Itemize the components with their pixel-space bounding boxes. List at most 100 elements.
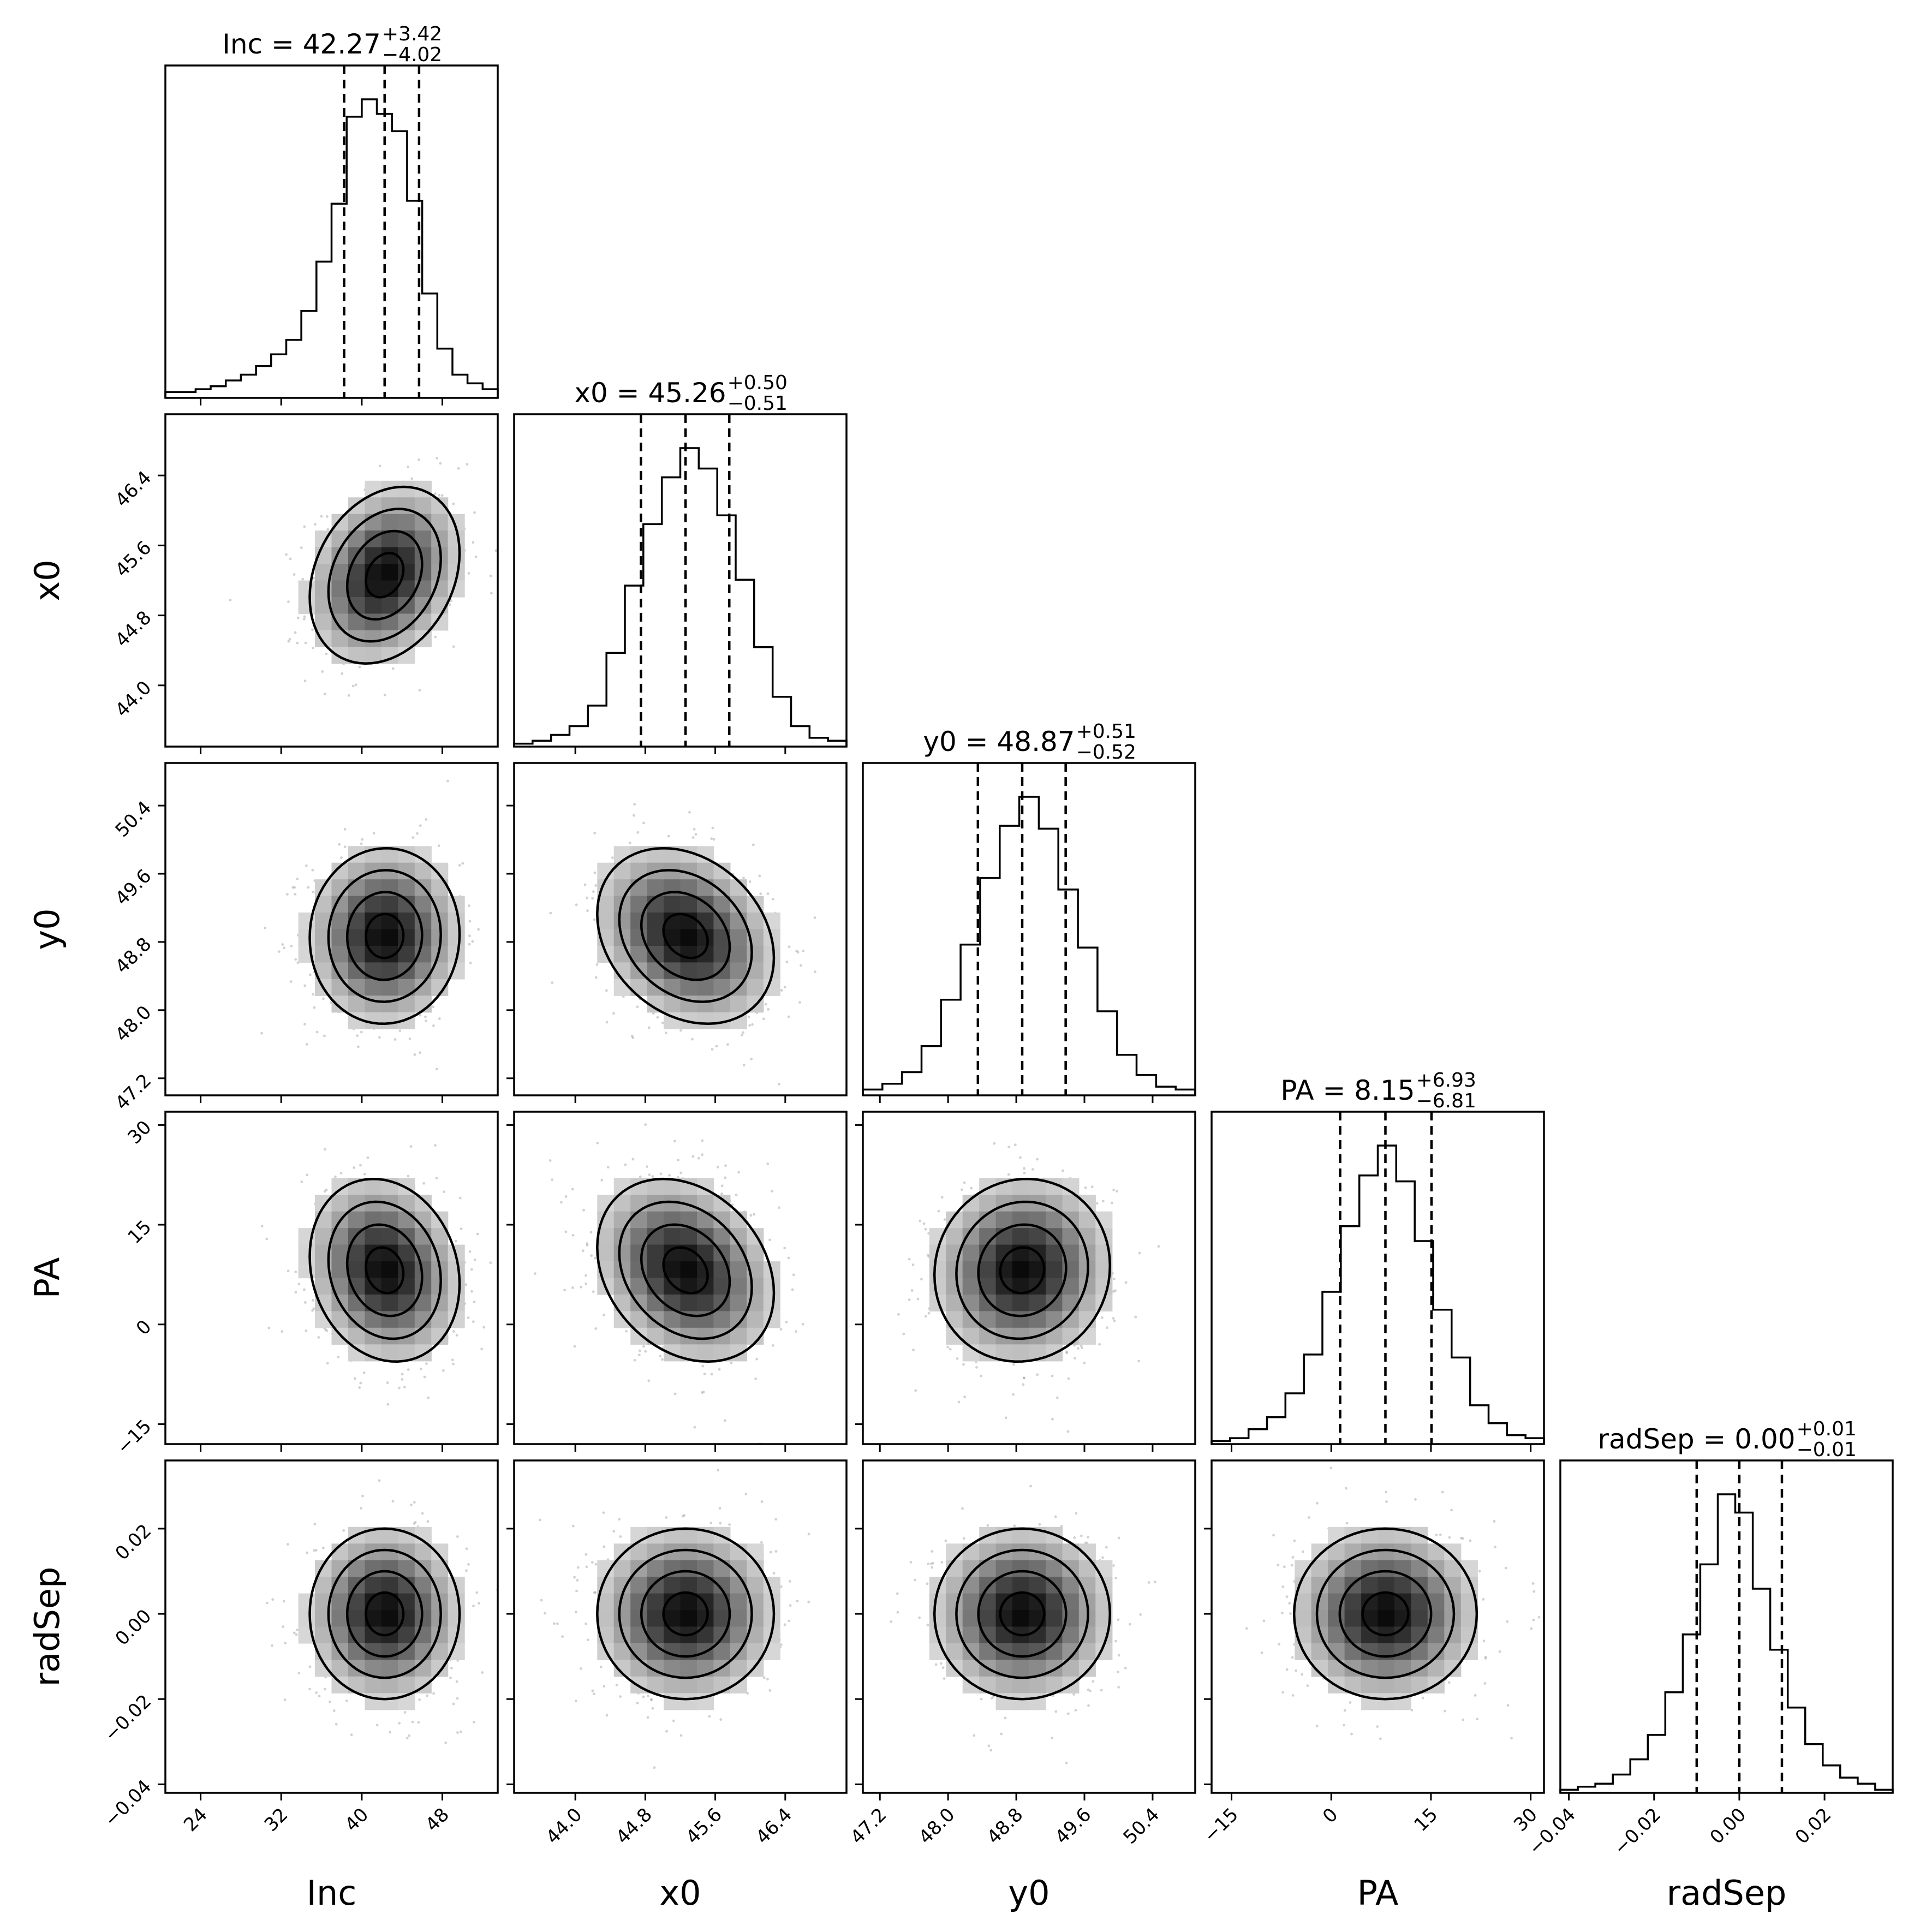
density-cell xyxy=(962,1261,980,1279)
sample-point xyxy=(466,463,469,466)
x-tick-label-radSep: 0.00 xyxy=(1706,1804,1750,1848)
sample-point xyxy=(410,477,413,480)
density-cell xyxy=(664,1278,681,1295)
contour-3 xyxy=(1292,1527,1478,1701)
sample-point xyxy=(315,1691,318,1694)
sample-point xyxy=(1054,1710,1058,1713)
sample-point xyxy=(963,1396,966,1399)
sample-point xyxy=(294,1271,297,1274)
density-cell xyxy=(381,1228,398,1245)
sample-point xyxy=(308,973,312,976)
sample-point xyxy=(659,1172,663,1176)
density-cell xyxy=(664,896,681,913)
sample-point xyxy=(522,1194,524,1197)
sample-point xyxy=(1531,1582,1535,1585)
sample-point xyxy=(1117,1536,1120,1540)
contour-3 xyxy=(596,1177,776,1363)
density-cell xyxy=(348,995,366,1013)
sample-point xyxy=(595,976,598,979)
contour-2 xyxy=(955,1200,1089,1340)
density-cell xyxy=(365,1178,382,1195)
density-cell xyxy=(348,1327,366,1345)
density-cell xyxy=(331,946,349,963)
density-cell xyxy=(1062,1626,1080,1644)
density-cell xyxy=(680,1593,697,1611)
sample-point xyxy=(1075,1512,1078,1515)
sample-point xyxy=(418,689,421,692)
density-cell xyxy=(448,1610,465,1627)
y-tick-label-x0: 44.0 xyxy=(111,677,156,721)
sample-point xyxy=(1112,1290,1115,1293)
sample-point xyxy=(693,1426,696,1429)
sample-point xyxy=(724,1419,726,1422)
y-tick-label-radSep: 0.00 xyxy=(111,1605,156,1650)
sample-point xyxy=(594,1327,598,1330)
density-cell xyxy=(713,962,731,980)
density-cell xyxy=(730,1593,747,1611)
sample-point xyxy=(293,1631,296,1635)
sample-point xyxy=(308,1687,311,1691)
sample-point xyxy=(1385,1500,1388,1503)
sample-point xyxy=(304,641,307,645)
density-cell xyxy=(381,979,398,996)
histogram-steps xyxy=(1211,1144,1545,1444)
sample-point xyxy=(1074,1357,1076,1360)
sample-point xyxy=(962,1363,965,1366)
sample-point xyxy=(398,1029,402,1032)
density-cell xyxy=(962,1543,980,1561)
sample-point xyxy=(1113,1278,1116,1281)
sample-point xyxy=(312,1299,314,1302)
sample-point xyxy=(661,1358,664,1361)
sample-point xyxy=(1306,1684,1309,1687)
sample-point xyxy=(742,1064,746,1067)
sample-point xyxy=(473,1259,476,1261)
sample-point xyxy=(1066,1430,1070,1433)
sample-point xyxy=(1106,1326,1108,1329)
panel-frame xyxy=(1211,1111,1545,1445)
density-cell xyxy=(1046,1610,1063,1627)
sample-point xyxy=(452,645,455,648)
sample-point xyxy=(407,1174,410,1178)
density-cell xyxy=(1046,1211,1063,1229)
density-cell xyxy=(1295,1610,1312,1627)
sample-point xyxy=(304,1301,307,1304)
sample-point xyxy=(747,1015,750,1018)
y-tick-label-PA: −15 xyxy=(112,1416,156,1459)
sample-point xyxy=(701,1391,703,1394)
density-cell xyxy=(747,1244,764,1262)
sample-point xyxy=(715,1045,718,1048)
sample-point xyxy=(291,886,295,889)
contour-0 xyxy=(365,1591,405,1637)
sample-point xyxy=(718,1507,721,1510)
sample-point xyxy=(753,1213,755,1216)
sample-point xyxy=(465,1569,468,1572)
density-cell xyxy=(381,564,398,581)
density-cell xyxy=(381,1560,398,1577)
sample-point xyxy=(434,1144,437,1147)
sample-point xyxy=(1290,1564,1293,1567)
density-cell xyxy=(680,1228,697,1245)
sample-point xyxy=(587,1638,589,1642)
density-cell xyxy=(763,946,780,963)
sample-point xyxy=(656,1016,659,1019)
contour-0 xyxy=(999,1591,1046,1637)
sample-point xyxy=(1272,1534,1275,1537)
density-cell xyxy=(1046,1593,1063,1611)
sample-point xyxy=(326,1362,329,1365)
sample-point xyxy=(571,1233,575,1237)
density-cell xyxy=(730,1278,747,1295)
sample-point xyxy=(378,1479,381,1482)
x-axis-label-y0: y0 xyxy=(1008,1873,1050,1913)
sample-point xyxy=(1532,1618,1535,1621)
sample-point xyxy=(1052,1695,1054,1697)
density-cell xyxy=(730,962,747,980)
sample-point xyxy=(1072,1693,1075,1696)
sample-point xyxy=(1308,1516,1310,1519)
sample-point xyxy=(591,1561,594,1564)
sample-point xyxy=(673,1392,677,1396)
density-cell xyxy=(995,1626,1013,1644)
sample-point xyxy=(1036,1373,1039,1376)
sample-point xyxy=(332,1709,336,1712)
density-cell xyxy=(747,1543,764,1561)
sample-point xyxy=(694,833,697,836)
